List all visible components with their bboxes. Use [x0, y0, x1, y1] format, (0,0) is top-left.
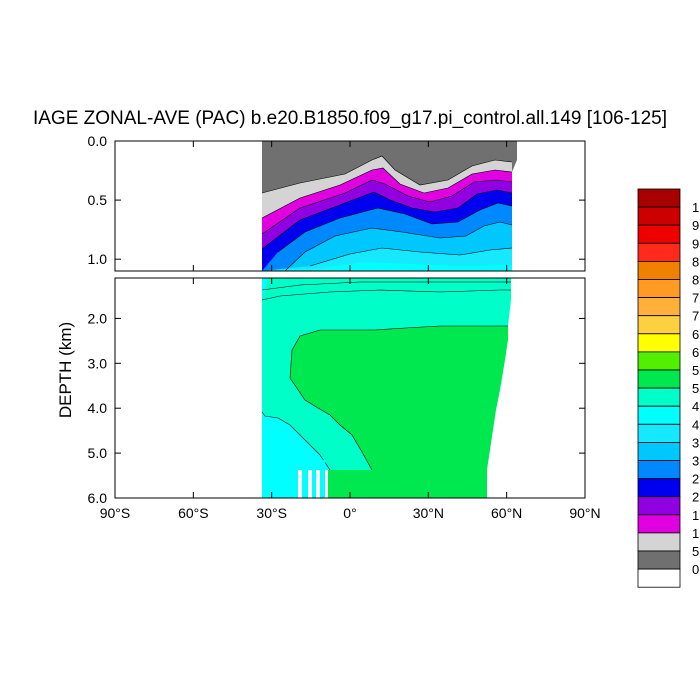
colorbar-label: 1	[692, 200, 699, 215]
colorbar-swatch	[637, 532, 681, 552]
y-tick-label-lower: 2.0	[88, 310, 108, 326]
x-tick-label: 60°N	[491, 505, 522, 521]
colorbar-swatch	[637, 279, 681, 299]
colorbar-label: 7	[692, 309, 699, 324]
y-tick-label-upper: 1.0	[88, 251, 108, 267]
colorbar-label: 5	[692, 544, 699, 559]
y-tick-label-lower: 4.0	[88, 400, 108, 416]
colorbar-label: 2	[692, 490, 699, 505]
x-tick-label: 90°S	[100, 505, 131, 521]
colorbar-swatch	[637, 550, 681, 570]
land-bottom-mid	[328, 470, 488, 498]
colorbar-label: 0	[692, 562, 699, 577]
colorbar-swatch	[637, 333, 681, 353]
colorbar-swatch	[637, 423, 681, 443]
colorbar-swatch	[637, 568, 681, 588]
colorbar-swatch	[637, 260, 681, 280]
colorbar-label: 2	[692, 472, 699, 487]
y-tick-label-lower: 6.0	[88, 490, 108, 506]
land-bottom-left	[262, 470, 298, 498]
y-tick-label-upper: 0.5	[88, 192, 108, 208]
colorbar-label: 9	[692, 236, 699, 251]
colorbar-swatch	[637, 206, 681, 226]
colorbar-label: 9	[692, 218, 699, 233]
colorbar-label: 7	[692, 291, 699, 306]
colorbar-swatch	[637, 297, 681, 317]
land-top-right	[512, 141, 585, 271]
y-tick-label-lower: 5.0	[88, 445, 108, 461]
field-contour-lines-bottom	[261, 281, 511, 471]
colorbar-swatch	[637, 496, 681, 516]
colorbar-label: 5	[692, 381, 699, 396]
colorbar-label: 1	[692, 526, 699, 541]
land-gap-1	[302, 460, 308, 498]
y-tick-label-lower: 3.0	[88, 355, 108, 371]
x-tick-label: 30°N	[413, 505, 444, 521]
land-gap-3	[320, 460, 325, 498]
colorbar-label: 6	[692, 327, 699, 342]
colorbar-swatch	[637, 514, 681, 534]
colorbar-label: 1	[692, 508, 699, 523]
y-tick-label-upper: 0.0	[88, 133, 108, 149]
colorbar-label: 3	[692, 454, 699, 469]
x-tick-label: 60°S	[178, 505, 209, 521]
land-gap-2	[312, 460, 316, 498]
colorbar-swatch	[637, 405, 681, 425]
colorbar-swatch	[637, 387, 681, 407]
chart-title: IAGE ZONAL-AVE (PAC) b.e20.B1850.f09_g17…	[32, 108, 668, 129]
colorbar-label: 8	[692, 254, 699, 269]
colorbar-swatch	[637, 460, 681, 480]
colorbar-swatch	[637, 369, 681, 389]
colorbar-label: 5	[692, 363, 699, 378]
x-tick-label: 0°	[343, 505, 356, 521]
colorbar-swatch	[637, 351, 681, 371]
lower-panel-field	[261, 278, 585, 498]
colorbar-swatch	[637, 242, 681, 262]
colorbar-swatch	[637, 315, 681, 335]
colorbar-swatch	[637, 478, 681, 498]
colorbar-label: 4	[692, 399, 699, 414]
field-350-400	[262, 248, 512, 271]
colorbar-label: 8	[692, 273, 699, 288]
x-tick-label: 30°S	[256, 505, 287, 521]
colorbar-swatch	[637, 188, 681, 208]
field-400-450-top	[262, 262, 512, 271]
land-bottom-right	[487, 278, 585, 498]
field-contour-lines-top	[261, 155, 513, 271]
colorbar-label: 6	[692, 345, 699, 360]
field-500-550	[290, 326, 508, 470]
upper-panel-field	[261, 141, 585, 271]
x-tick-label: 90°N	[569, 505, 600, 521]
colorbar-label: 3	[692, 435, 699, 450]
colorbar-label: 4	[692, 417, 699, 432]
colorbar-swatch	[637, 224, 681, 244]
colorbar-swatch	[637, 441, 681, 461]
